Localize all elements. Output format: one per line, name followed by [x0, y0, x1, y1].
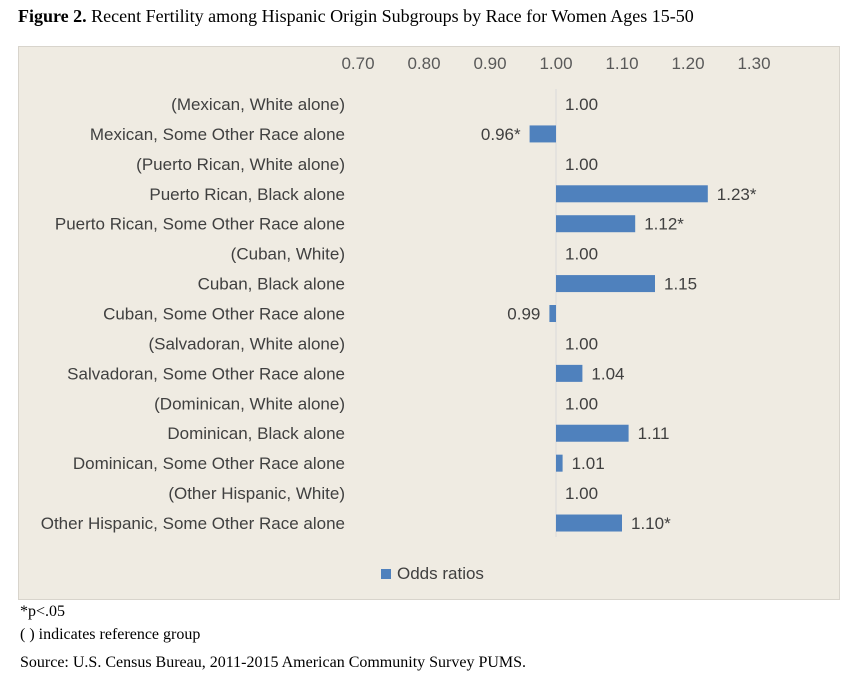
data-label: 1.23*: [717, 185, 757, 204]
x-tick-label: 1.00: [539, 54, 572, 73]
category-label: Salvadoran, Some Other Race alone: [67, 364, 345, 383]
bar: [556, 215, 636, 233]
significance-note: *p<.05: [20, 603, 66, 620]
legend-label: Odds ratios: [397, 564, 484, 583]
category-label: Dominican, Black alone: [167, 424, 345, 443]
data-label: 0.96*: [481, 125, 521, 144]
x-tick-label: 0.80: [407, 54, 440, 73]
x-tick-label: 1.20: [671, 54, 704, 73]
bar: [549, 305, 556, 323]
bar: [556, 275, 655, 293]
category-label: (Salvadoran, White alone): [148, 334, 345, 353]
category-label: Mexican, Some Other Race alone: [90, 125, 345, 144]
x-tick-label: 1.10: [605, 54, 638, 73]
category-label: Other Hispanic, Some Other Race alone: [41, 514, 345, 533]
source-note: Source: U.S. Census Bureau, 2011-2015 Am…: [20, 654, 527, 671]
data-label: 1.10*: [631, 514, 671, 533]
bar: [556, 454, 563, 472]
category-label: Cuban, Some Other Race alone: [103, 305, 345, 324]
data-label: 1.00: [565, 484, 598, 503]
category-label: Cuban, Black alone: [198, 275, 345, 294]
data-label: 1.15: [664, 275, 697, 294]
bar: [556, 364, 583, 382]
x-tick-label: 0.70: [341, 54, 374, 73]
data-label: 1.00: [565, 245, 598, 264]
x-tick-label: 0.90: [473, 54, 506, 73]
legend-swatch: [381, 569, 391, 579]
category-label: (Mexican, White alone): [171, 95, 345, 114]
data-label: 1.04: [591, 364, 624, 383]
data-label: 1.00: [565, 394, 598, 413]
odds-ratio-bar-chart: 0.70 0.80 0.90 1.00 1.10 1.20 1.30 (Mexican, Wh…: [41, 54, 771, 537]
category-label: (Puerto Rican, White alone): [136, 155, 345, 174]
category-label: Dominican, Some Other Race alone: [73, 454, 345, 473]
x-tick-label: 1.30: [737, 54, 770, 73]
chart-legend: Odds ratios: [381, 564, 484, 584]
data-label: 1.01: [572, 454, 605, 473]
data-label: 1.11: [638, 424, 670, 443]
figure-title-text: Recent Fertility among Hispanic Origin S…: [91, 6, 694, 26]
data-label: 1.00: [565, 95, 598, 114]
bar: [556, 185, 708, 203]
figure-label: Figure 2.: [18, 6, 87, 26]
bar: [556, 424, 629, 442]
reference-note: ( ) indicates reference group: [20, 626, 201, 643]
data-label: 1.12*: [644, 215, 684, 234]
category-label: (Other Hispanic, White): [168, 484, 345, 503]
bar: [529, 125, 556, 143]
category-label: Puerto Rican, Black alone: [149, 185, 345, 204]
figure-title: Figure 2. Recent Fertility among Hispani…: [18, 6, 694, 27]
data-label: 1.00: [565, 334, 598, 353]
data-label: 0.99: [507, 305, 540, 324]
bar: [556, 514, 622, 532]
chart-area: 0.70 0.80 0.90 1.00 1.10 1.20 1.30 (Mexican, Wh…: [18, 46, 840, 600]
category-label: (Dominican, White alone): [154, 394, 345, 413]
data-label: 1.00: [565, 155, 598, 174]
category-label: (Cuban, White): [231, 245, 345, 264]
category-label: Puerto Rican, Some Other Race alone: [55, 215, 345, 234]
